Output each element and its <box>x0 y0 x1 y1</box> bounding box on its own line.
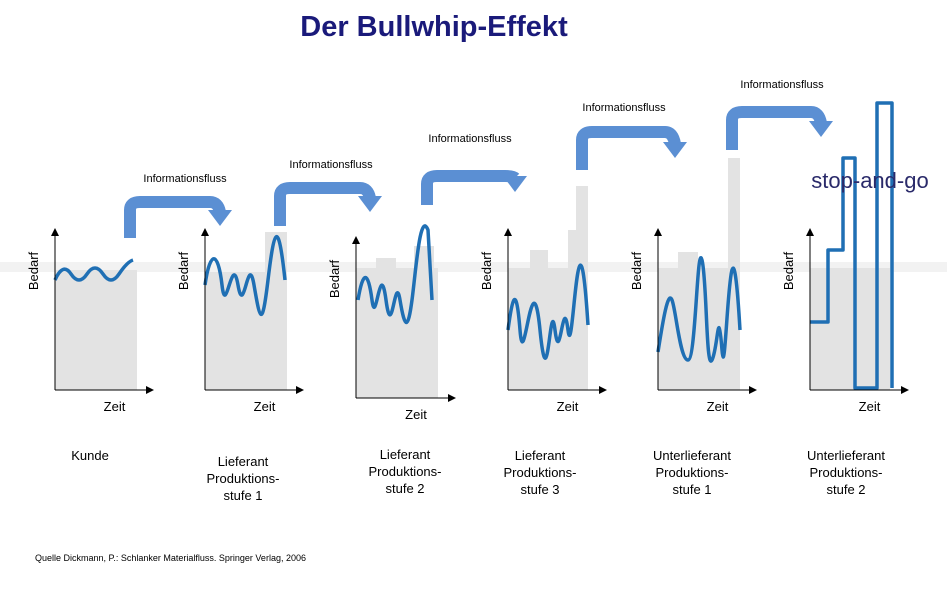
y-axis-label: Bedarf <box>327 259 342 298</box>
source: Quelle Dickmann, P.: Schlanker Materialf… <box>35 553 306 563</box>
flow-arrow <box>726 106 827 150</box>
flow-arrowhead <box>503 176 527 192</box>
panel-background <box>376 258 396 398</box>
panel-background <box>55 270 137 390</box>
flow-label: Informationsfluss <box>143 173 227 185</box>
flow-arrowhead <box>663 142 687 158</box>
y-axis-label: Bedarf <box>629 251 644 290</box>
panel-background <box>414 246 434 398</box>
demand-curve <box>810 101 894 390</box>
flow-label: Informationsfluss <box>289 159 373 171</box>
flow-arrowhead <box>208 210 232 226</box>
title: Der Bullwhip-Effekt <box>300 11 568 43</box>
x-axis-label: Zeit <box>859 399 881 414</box>
demand-curve <box>53 258 134 282</box>
demand-curve <box>356 224 434 325</box>
stage-caption: Produktions- <box>656 465 729 480</box>
x-axis-label: Zeit <box>104 399 126 414</box>
stage-caption: stufe 2 <box>385 481 424 496</box>
stage-caption: stufe 2 <box>826 482 865 497</box>
band <box>0 262 947 272</box>
demand-curve <box>203 235 287 317</box>
y-axis-label: Bedarf <box>26 251 41 290</box>
flow-label: Informationsfluss <box>582 102 666 114</box>
flow-arrow <box>421 170 520 205</box>
flow-arrowhead <box>358 196 382 212</box>
y-axis-label: Bedarf <box>479 251 494 290</box>
y-axis-label: Bedarf <box>176 251 191 290</box>
stage-caption: stufe 3 <box>520 482 559 497</box>
x-axis-label: Zeit <box>707 399 729 414</box>
stage-caption: stufe 1 <box>223 488 262 503</box>
stage-caption: Unterlieferant <box>653 448 731 463</box>
x-axis-label: Zeit <box>405 407 427 422</box>
stage-caption: Lieferant <box>515 448 566 463</box>
stage-caption: stufe 1 <box>672 482 711 497</box>
stage-caption: Kunde <box>71 448 109 463</box>
stage-caption: Produktions- <box>504 465 577 480</box>
stage-caption: Produktions- <box>810 465 883 480</box>
x-axis-label: Zeit <box>254 399 276 414</box>
annotation: stop-and-go <box>811 168 928 193</box>
flow-arrow <box>274 182 376 226</box>
flow-label: Informationsfluss <box>740 79 824 91</box>
stage-caption: Produktions- <box>207 471 280 486</box>
demand-curve <box>656 256 742 363</box>
stage-caption: Lieferant <box>380 447 431 462</box>
y-axis-label: Bedarf <box>781 251 796 290</box>
flow-label: Informationsfluss <box>428 133 512 145</box>
demand-curve <box>506 263 590 360</box>
flow-arrow <box>124 196 226 238</box>
x-axis-label: Zeit <box>557 399 579 414</box>
stage-caption: Produktions- <box>369 464 442 479</box>
flow-arrowhead <box>809 121 833 137</box>
stage-caption: Lieferant <box>218 454 269 469</box>
flow-arrow <box>576 126 681 170</box>
stage-caption: Unterlieferant <box>807 448 885 463</box>
panel-background <box>576 186 588 390</box>
